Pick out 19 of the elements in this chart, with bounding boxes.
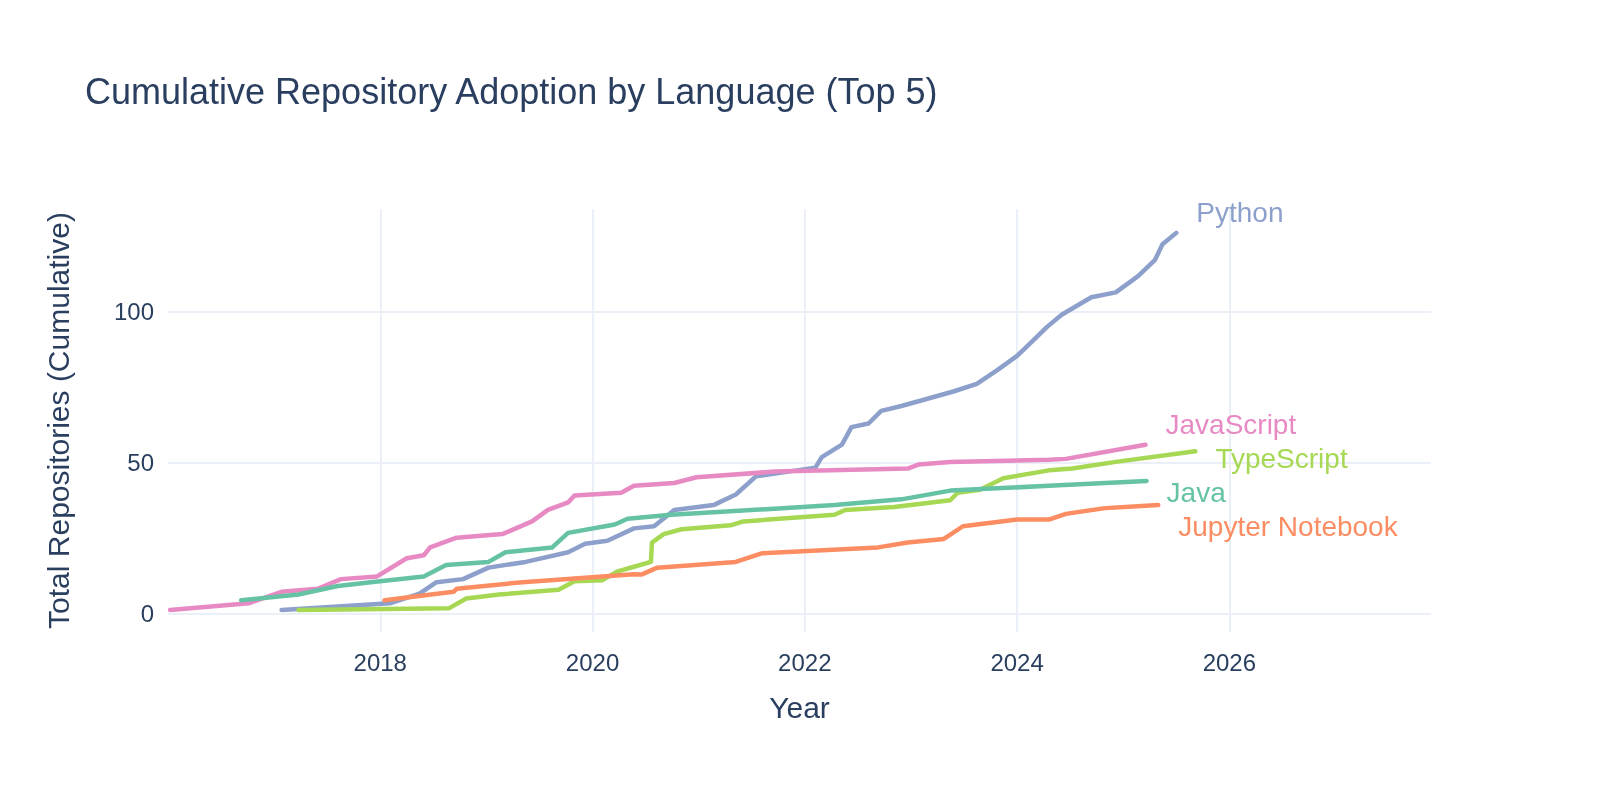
x-tick-label: 2026: [1202, 648, 1257, 676]
series-label: JavaScript: [1165, 409, 1297, 441]
line-series: [167, 442, 1148, 613]
series-label: Python: [1196, 197, 1284, 229]
x-axis-title: Year: [769, 690, 830, 724]
y-tick-label: 100: [113, 298, 154, 326]
chart-title: Cumulative Repository Adoption by Language (Top 5): [85, 70, 938, 112]
series-label: Java: [1166, 477, 1227, 509]
series-label: Jupyter Notebook: [1178, 511, 1399, 543]
x-tick-label: 2022: [778, 648, 832, 676]
y-tick-label: 0: [140, 600, 154, 628]
y-tick-label: 50: [127, 449, 154, 477]
x-tick-label: 2018: [353, 648, 407, 676]
line-series: [382, 502, 1161, 603]
y-axis-title: Total Repositories (Cumulative): [41, 212, 75, 629]
line-series: [238, 478, 1149, 603]
x-tick-label: 2020: [565, 648, 620, 676]
x-tick-label: 2024: [990, 648, 1044, 676]
series-label: TypeScript: [1215, 443, 1348, 475]
